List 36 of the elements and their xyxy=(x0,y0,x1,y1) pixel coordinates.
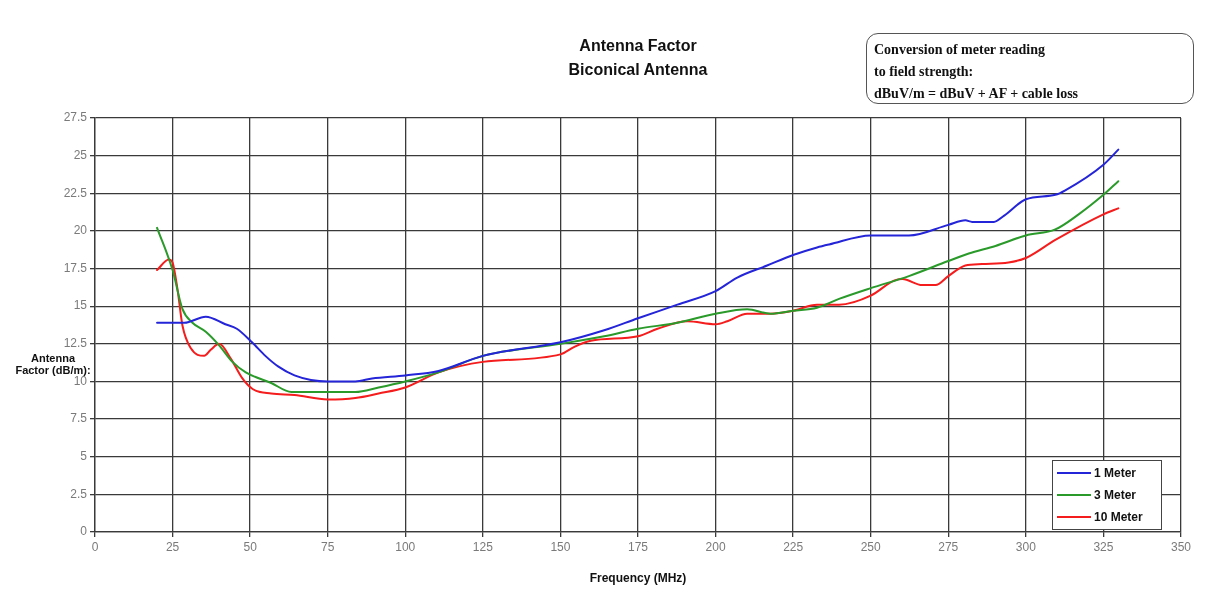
x-tick-label: 325 xyxy=(1093,539,1114,554)
chart-title: Antenna Factor xyxy=(578,36,698,56)
y-tick-label: 2.5 xyxy=(70,486,88,501)
chart-subtitle: Biconical Antenna xyxy=(567,60,709,80)
line-series xyxy=(156,207,1120,401)
line-series xyxy=(156,180,1120,393)
x-tick-label: 225 xyxy=(783,539,804,554)
x-tick-label: 0 xyxy=(91,539,99,554)
y-tick-label: 7.5 xyxy=(70,411,88,426)
x-tick-label: 350 xyxy=(1170,539,1192,554)
x-axis-title: Frequency (MHz) xyxy=(589,571,687,586)
x-tick-label: 250 xyxy=(860,539,882,554)
y-tick-label: 20 xyxy=(73,223,88,238)
x-tick-label: 75 xyxy=(321,539,335,554)
x-tick-label: 150 xyxy=(550,539,571,554)
x-tick-label: 100 xyxy=(395,539,416,554)
x-tick-label: 25 xyxy=(165,539,180,554)
x-tick-label: 50 xyxy=(243,539,258,554)
x-tick-label: 275 xyxy=(938,539,959,554)
x-tick-label: 175 xyxy=(627,539,649,554)
y-tick-label: 5 xyxy=(80,449,88,464)
legend-label: 10 Meter xyxy=(1094,510,1143,524)
legend-label: 1 Meter xyxy=(1094,466,1137,480)
y-tick-label: 25 xyxy=(73,147,88,162)
legend-label: 3 Meter xyxy=(1094,488,1137,502)
line-series xyxy=(156,148,1120,383)
y-tick-label: 15 xyxy=(73,298,88,313)
text: Conversion of meter reading to field strength: dBuV/m = dBuV + AF + cable loss xyxy=(874,41,1079,103)
y-tick-label: 0 xyxy=(80,524,88,539)
y-tick-label: 12.5 xyxy=(63,336,88,351)
x-tick-label: 200 xyxy=(705,539,726,554)
x-tick-label: 125 xyxy=(472,539,494,554)
y-tick-label: 17.5 xyxy=(63,260,88,275)
x-tick-label: 300 xyxy=(1015,539,1037,554)
y-tick-label: 22.5 xyxy=(63,185,88,200)
y-tick-label: 27.5 xyxy=(63,110,88,125)
